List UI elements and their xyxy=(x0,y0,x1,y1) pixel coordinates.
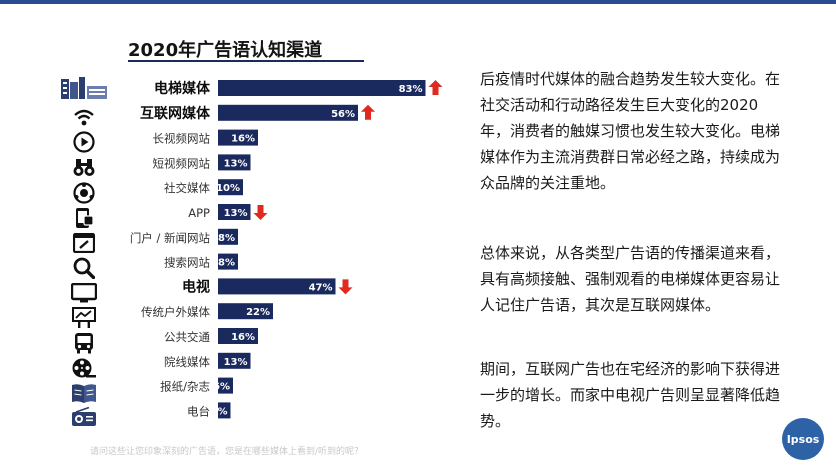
value-label: 10% xyxy=(216,183,240,194)
bar xyxy=(218,104,358,121)
newspaper-icon xyxy=(58,382,110,404)
category-label: 社交媒体 xyxy=(164,181,210,195)
bar xyxy=(218,179,243,196)
value-label: 13% xyxy=(224,208,248,219)
building-icon xyxy=(58,77,110,99)
play-icon xyxy=(58,131,110,153)
bar xyxy=(218,377,233,394)
bus-icon xyxy=(58,332,110,354)
binoculars-icon xyxy=(58,157,110,179)
value-label: 56% xyxy=(331,109,355,120)
social-icon xyxy=(58,182,110,204)
bar xyxy=(218,228,238,245)
value-label: 8% xyxy=(218,258,235,269)
arrow-down-icon xyxy=(338,279,353,295)
paragraph-summary: 总体来说，从各类型广告语的传播渠道来看，具有高频接触、强制观看的电梯媒体更容易让… xyxy=(480,244,781,314)
billboard-icon xyxy=(58,307,110,329)
tv-icon xyxy=(58,282,110,304)
category-label: 短视频网站 xyxy=(153,156,211,170)
ipsos-logo: Ipsos xyxy=(782,418,824,460)
value-label: 16% xyxy=(231,332,255,343)
chart-title: 2020年广告语认知渠道 xyxy=(128,40,323,61)
bar xyxy=(218,204,251,220)
value-label: 5% xyxy=(211,406,228,417)
category-label: 电台 xyxy=(187,404,210,418)
value-label: 13% xyxy=(224,357,248,368)
category-label: 互联网媒体 xyxy=(140,105,211,122)
arrow-up-icon xyxy=(428,80,443,95)
bar xyxy=(218,129,258,146)
search-icon xyxy=(58,257,110,279)
category-label: APP xyxy=(188,206,210,220)
value-label: 47% xyxy=(309,282,333,293)
film-reel-icon xyxy=(58,357,110,379)
category-label: 传统户外媒体 xyxy=(141,305,210,319)
category-label: 长视频网站 xyxy=(153,132,211,146)
bar xyxy=(218,402,231,419)
bar xyxy=(218,253,238,270)
value-label: 83% xyxy=(399,84,423,95)
category-label: 搜索网站 xyxy=(164,256,210,270)
web-portal-icon xyxy=(58,232,110,254)
paragraph-trend: 期间，互联网广告也在宅经济的影响下获得进一步的增长。而家中电视广告则呈显著降低趋… xyxy=(480,360,781,430)
category-label: 电视 xyxy=(182,278,210,295)
bar xyxy=(218,303,273,320)
category-label: 门户 / 新闻网站 xyxy=(130,231,211,245)
value-label: 16% xyxy=(231,134,255,145)
bar xyxy=(218,328,258,344)
value-label: 6% xyxy=(213,382,230,393)
category-label: 电梯媒体 xyxy=(154,80,211,97)
bar xyxy=(218,154,251,171)
arrow-up-icon xyxy=(361,104,375,120)
category-label: 公共交通 xyxy=(164,330,210,344)
footer-question: 请问这些让您印象深刻的广告语，您是在哪些媒体上看到/听到的呢？ xyxy=(90,447,364,457)
phone-app-icon xyxy=(58,207,110,229)
category-label: 报纸/杂志 xyxy=(160,380,210,394)
top-accent-line xyxy=(0,0,836,4)
bar xyxy=(218,80,426,96)
paragraph-intro: 后疫情时代媒体的融合趋势发生较大变化。在社交活动和行动路径发生巨大变化的2020… xyxy=(480,70,781,192)
value-label: 8% xyxy=(218,233,235,244)
bar xyxy=(218,352,251,369)
bar-chart: 电梯媒体 83% 互联网媒体 56% 长视频网站 16% 短视频网站 13% 社交媒体 10% AP… xyxy=(130,80,443,419)
arrow-down-icon xyxy=(253,205,268,220)
radio-icon xyxy=(58,406,110,428)
title-underline xyxy=(128,60,364,62)
wifi-icon xyxy=(58,106,110,128)
value-label: 22% xyxy=(246,307,270,318)
bar xyxy=(218,278,336,295)
value-label: 13% xyxy=(224,158,248,169)
category-label: 院线媒体 xyxy=(164,355,210,369)
